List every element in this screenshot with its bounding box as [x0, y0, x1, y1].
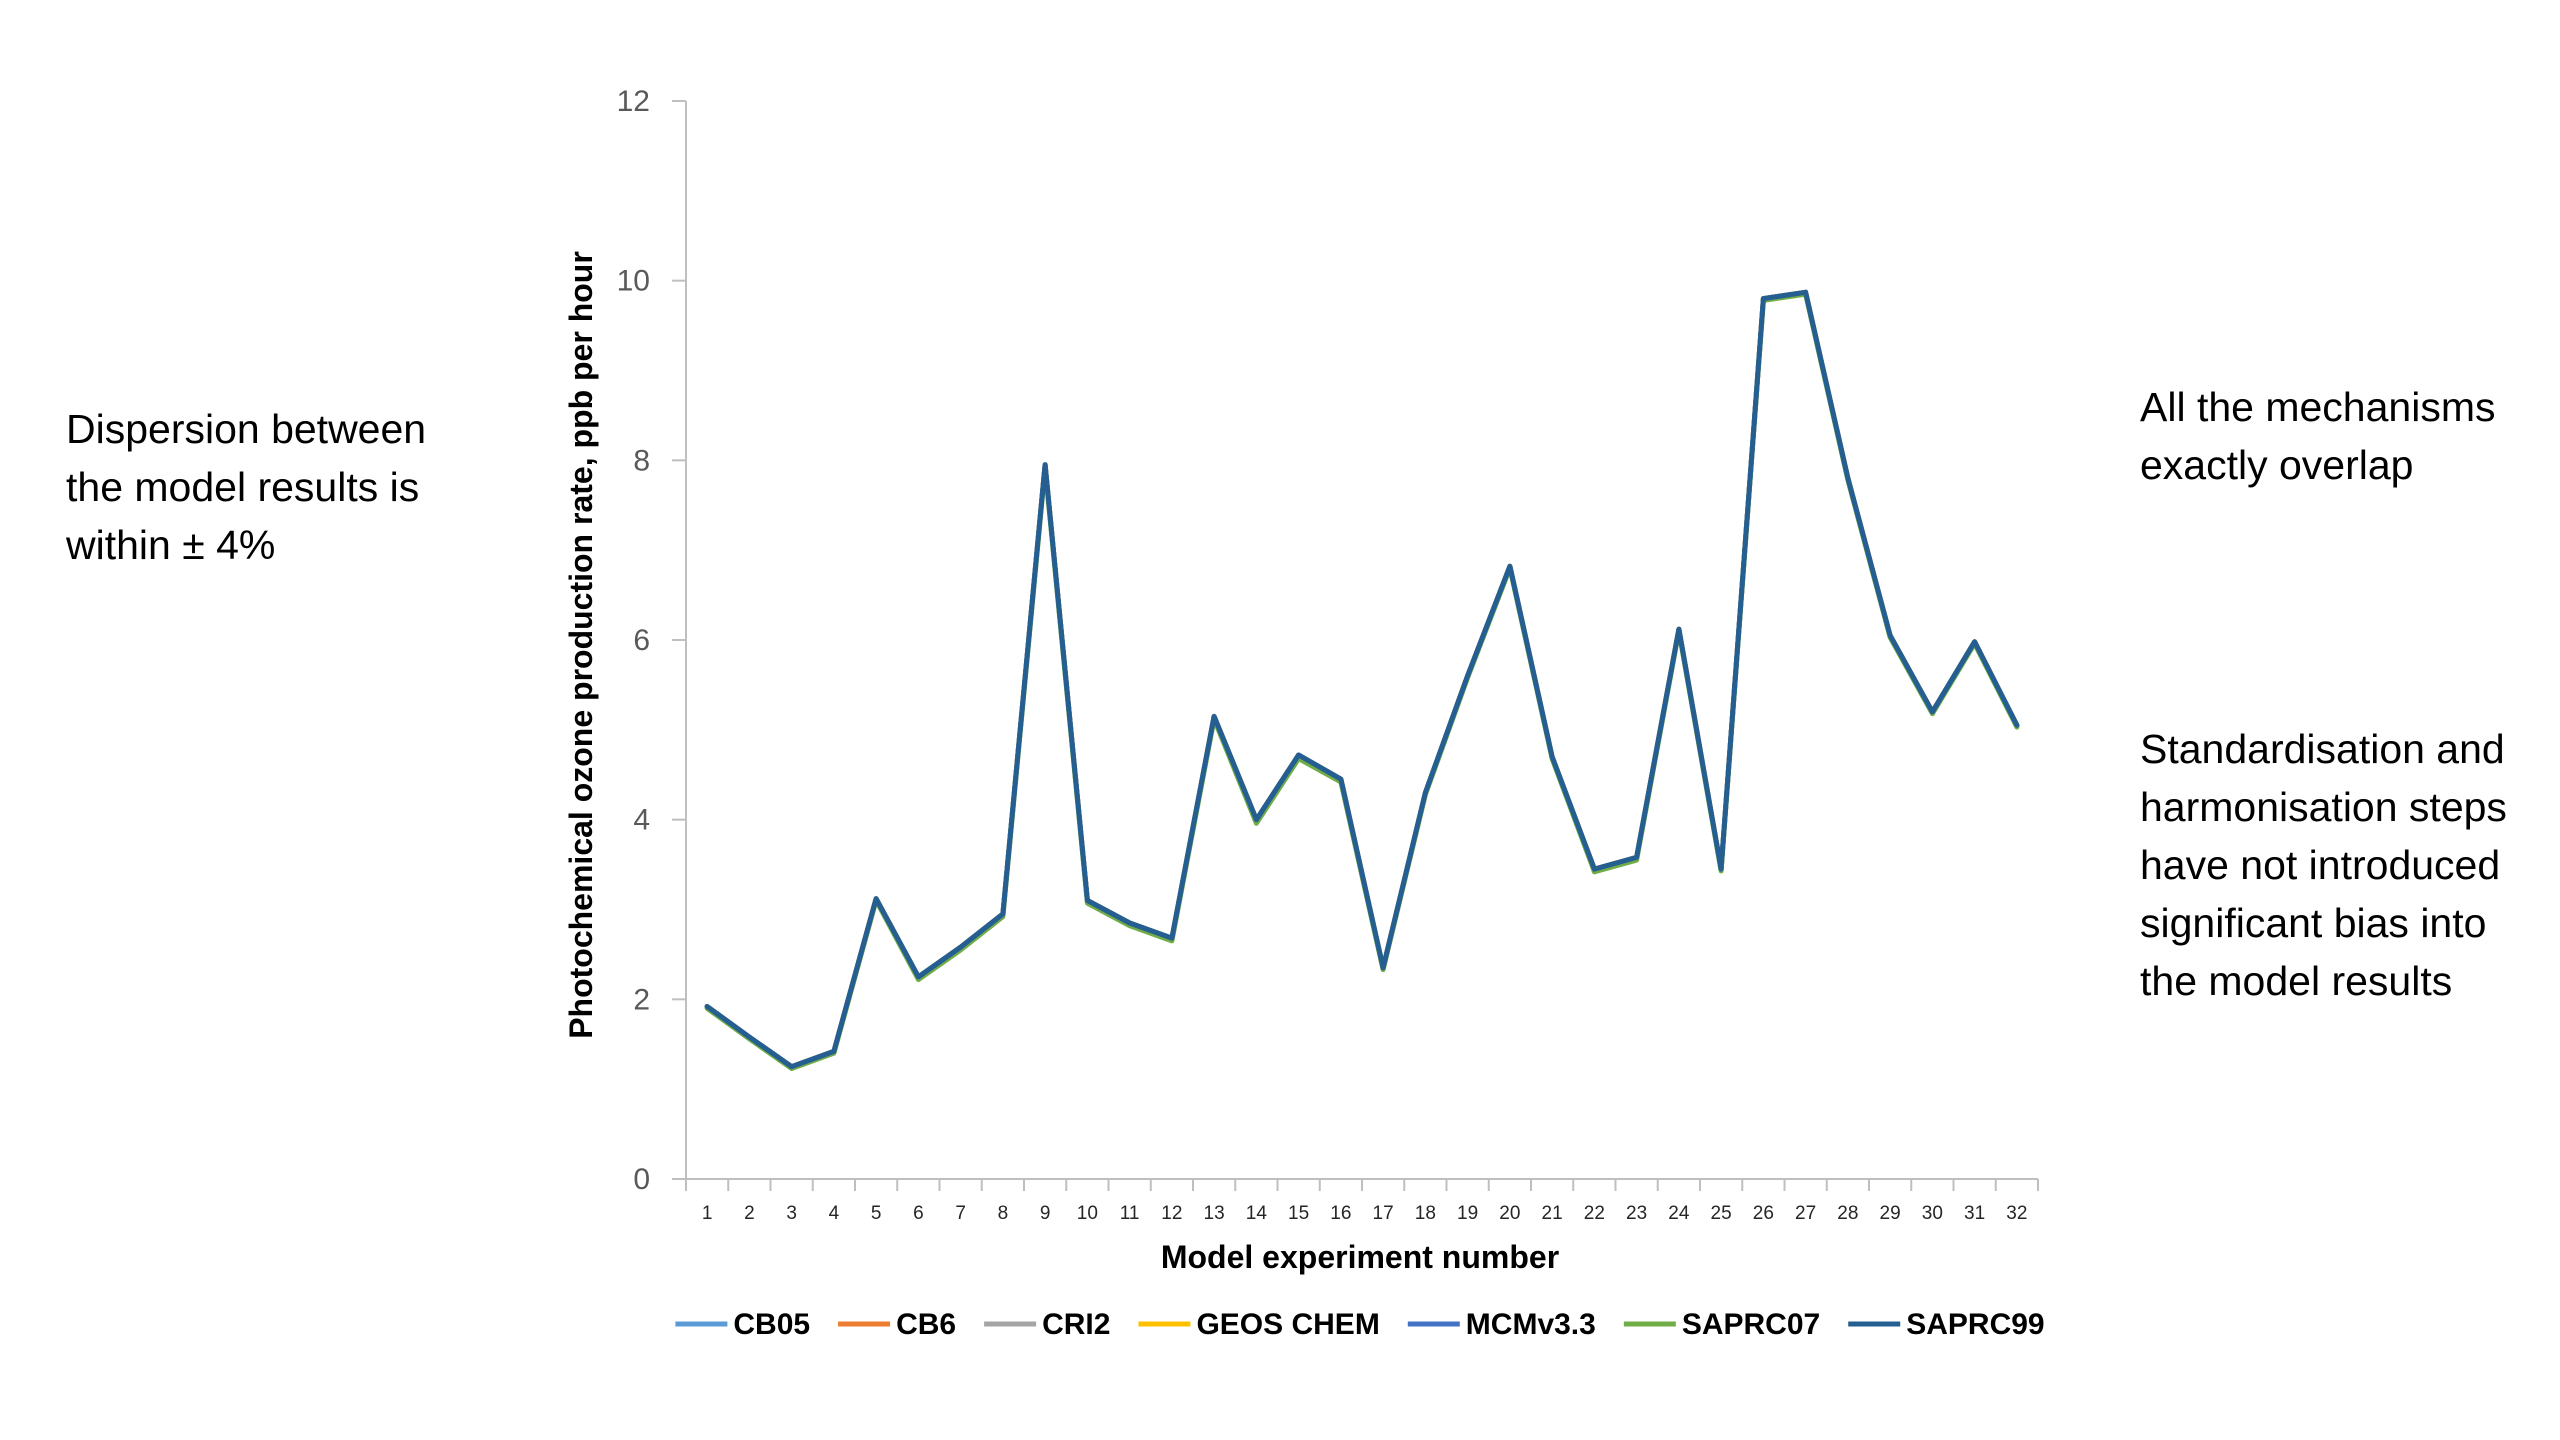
y-tick-label: 10 [617, 265, 650, 298]
x-tick-label: 11 [1120, 1203, 1140, 1224]
x-tick-label: 14 [1246, 1203, 1268, 1224]
y-axis-title: Photochemical ozone production rate, ppb… [563, 251, 599, 1039]
annotation-overlap: All the mechanisms exactly overlap [2140, 384, 2496, 488]
x-tick-label: 15 [1288, 1203, 1309, 1224]
x-tick-label: 1 [702, 1203, 713, 1224]
x-axis-title: Model experiment number [1161, 1239, 1559, 1275]
x-tick-label: 20 [1499, 1203, 1520, 1224]
x-tick-label: 12 [1161, 1203, 1182, 1224]
x-tick-label: 25 [1711, 1203, 1732, 1224]
x-axis: 1 2 3 4 5 6 7 8 9 10 11 12 13 14 15 16 17 18 19 20 21 22 23 24 2… [685, 1178, 2039, 1224]
x-tick-label: 5 [871, 1203, 882, 1224]
y-tick-label: 8 [633, 444, 650, 477]
x-tick-label: 4 [829, 1203, 840, 1224]
x-tick-label: 30 [1922, 1203, 1943, 1224]
x-tick-label: 27 [1795, 1203, 1816, 1224]
x-tick-label: 6 [913, 1203, 924, 1224]
x-tick-label: 24 [1668, 1203, 1690, 1224]
x-tick-label: 22 [1584, 1203, 1605, 1224]
x-tick-label: 16 [1330, 1203, 1351, 1224]
legend-label-saprc99: SAPRC99 [1906, 1308, 2044, 1341]
y-tick-label: 0 [633, 1163, 650, 1196]
legend-label-cb05: CB05 [733, 1308, 810, 1341]
y-tick-label: 6 [633, 624, 650, 657]
annotation-standardisation: Standardisation and harmonisation steps … [2140, 726, 2507, 1004]
x-tick-label: 9 [1040, 1203, 1051, 1224]
x-tick-label: 19 [1457, 1203, 1478, 1224]
legend-label-mcmv3-3: MCMv3.3 [1466, 1308, 1596, 1341]
y-axis: 0 2 4 6 8 10 12 [617, 85, 687, 1196]
x-tick-label: 23 [1626, 1203, 1647, 1224]
x-tick-label: 13 [1204, 1203, 1225, 1224]
x-tick-label: 3 [786, 1203, 797, 1224]
x-tick-label: 28 [1837, 1203, 1858, 1224]
legend-label-cri2: CRI2 [1042, 1308, 1110, 1341]
legend-label-cb6: CB6 [896, 1308, 956, 1341]
series-line-saprc99 [704, 289, 2020, 1070]
x-tick-label: 31 [1964, 1203, 1985, 1224]
legend-label-saprc07: SAPRC07 [1682, 1308, 1820, 1341]
x-tick-label: 7 [955, 1203, 966, 1224]
legend: CB05 CB6 CRI2 GEOS CHEM MCMv3.3 SAPRC07 SAPRC9… [675, 1308, 2045, 1341]
x-tick-label: 26 [1753, 1203, 1774, 1224]
x-tick-label: 17 [1373, 1203, 1394, 1224]
annotation-dispersion: Dispersion between the model results is … [66, 406, 427, 568]
x-tick-label: 18 [1415, 1203, 1436, 1224]
y-tick-label: 2 [633, 983, 650, 1016]
y-tick-label: 4 [633, 804, 650, 837]
x-tick-label: 10 [1077, 1203, 1098, 1224]
y-tick-label: 12 [617, 85, 650, 118]
x-tick-label: 21 [1542, 1203, 1563, 1224]
legend-label-geos-chem: GEOS CHEM [1196, 1308, 1379, 1341]
x-tick-label: 8 [998, 1203, 1009, 1224]
x-tick-label: 2 [744, 1203, 755, 1224]
x-tick-label: 29 [1880, 1203, 1901, 1224]
x-tick-label: 32 [2006, 1203, 2027, 1224]
series-lines [704, 289, 2020, 1071]
